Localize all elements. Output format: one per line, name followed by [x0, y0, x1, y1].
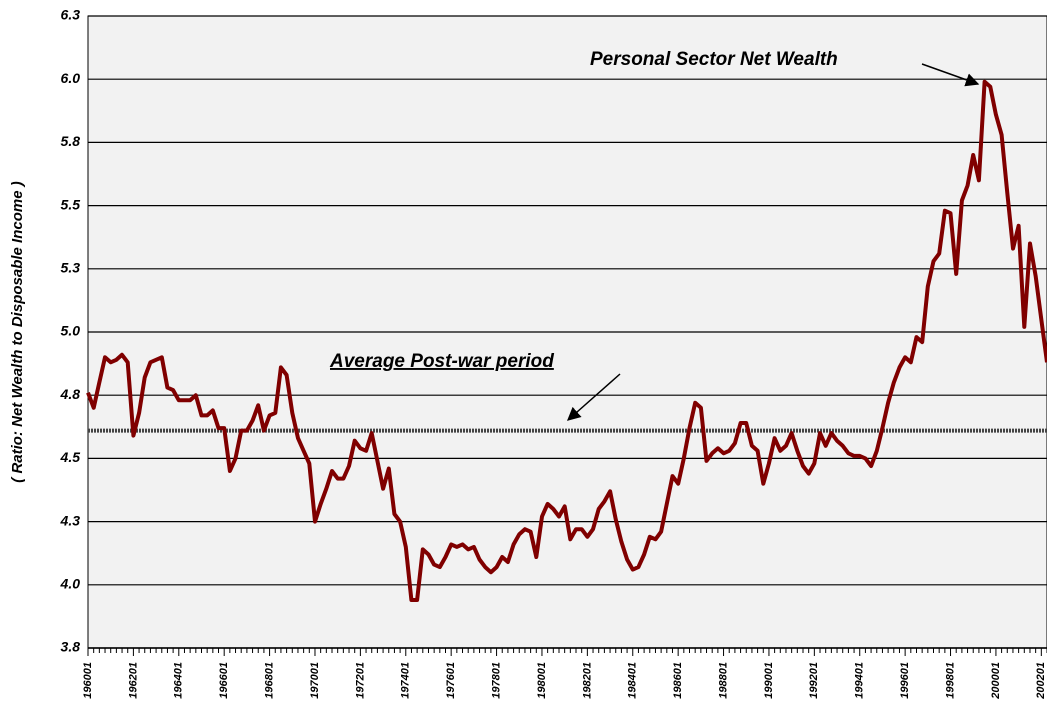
annotation-arrow [921, 63, 980, 87]
x-tick-label: 199601 [899, 662, 911, 699]
data-line [86, 79, 1047, 602]
annotation-arrow [566, 373, 621, 421]
x-tick-label: 197801 [490, 662, 502, 699]
x-tick-label: 197601 [445, 662, 457, 699]
y-tick-label: 4.8 [60, 386, 81, 402]
x-tick-label: 198201 [581, 662, 593, 699]
x-tick-label: 196801 [263, 662, 275, 699]
x-tick-label: 199801 [944, 662, 956, 699]
x-tick-label: 198001 [536, 662, 548, 699]
x-tick-label: 198601 [672, 662, 684, 699]
annotation-label: Personal Sector Net Wealth [590, 49, 838, 70]
x-tick-label: 197001 [309, 662, 321, 699]
y-tick-label: 6.3 [61, 7, 81, 23]
x-tick-label: 196401 [173, 662, 185, 699]
x-tick-label: 199201 [808, 662, 820, 699]
x-tick-label: 198801 [717, 662, 729, 699]
x-tick-label: 198401 [627, 662, 639, 699]
x-tick-label: 197401 [400, 662, 412, 699]
y-tick-label: 6.0 [61, 70, 81, 86]
y-tick-label: 4.3 [60, 512, 81, 528]
x-tick-label: 200001 [990, 662, 1002, 700]
y-tick-label: 5.0 [61, 323, 81, 339]
y-tick-label: 5.8 [61, 133, 81, 149]
y-tick-label: 4.0 [60, 576, 81, 592]
x-tick-label: 200201 [1035, 662, 1047, 700]
x-tick-label: 197201 [354, 662, 366, 699]
x-tick-label: 196001 [82, 662, 94, 699]
y-tick-label: 5.5 [61, 196, 81, 212]
x-tick-label: 199001 [763, 662, 775, 699]
y-tick-label: 4.5 [60, 449, 81, 465]
y-axis-label: ( Ratio: Net Wealth to Disposable Income… [9, 181, 26, 482]
x-tick-label: 196201 [127, 662, 139, 699]
x-tick-label: 196601 [218, 662, 230, 699]
y-tick-label: 5.3 [61, 260, 81, 276]
x-tick-label: 199401 [854, 662, 866, 699]
annotation-label: Average Post-war period [329, 351, 554, 372]
y-tick-label: 3.8 [61, 639, 81, 655]
